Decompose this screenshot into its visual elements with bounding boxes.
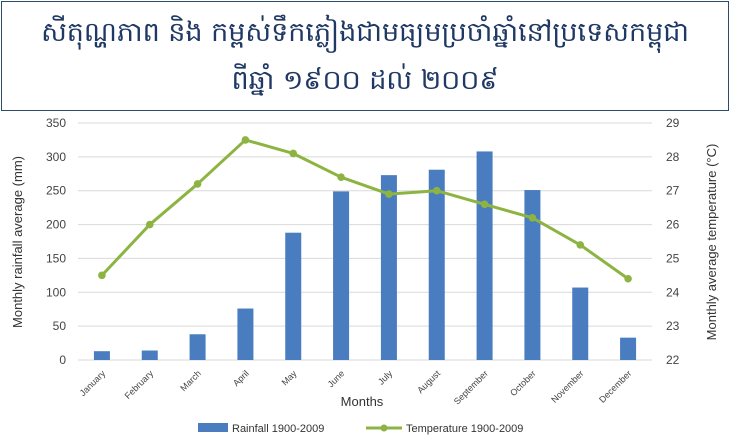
rainfall-bar <box>428 169 445 360</box>
y-axis-label: Monthly rainfall average (mm) <box>10 156 25 328</box>
temperature-point <box>432 186 441 195</box>
legend-rainfall-swatch <box>198 423 228 432</box>
rainfall-bar <box>189 334 206 360</box>
temperature-line <box>98 136 632 283</box>
legend: Rainfall 1900-2009 Temperature 1900-2009 <box>198 423 523 435</box>
x-tick-label: July <box>376 368 395 387</box>
x-tick-label: September <box>452 368 490 406</box>
x-tick-label: November <box>549 368 585 404</box>
x-tick-label: June <box>326 368 347 389</box>
rainfall-bar <box>93 351 110 360</box>
rainfall-bar <box>333 191 350 360</box>
temperature-point <box>241 136 250 144</box>
gridlines <box>78 122 652 361</box>
rainfall-bar <box>476 151 493 360</box>
y2-tick-label: 26 <box>666 218 680 232</box>
chart-title-line-1: សីតុណ្ហភាព និង កម្ពស់ទឹកភ្លៀងជាមធ្យមប្រច… <box>41 17 689 48</box>
temperature-point <box>193 180 202 188</box>
x-tick-label: February <box>123 368 156 401</box>
right-axis-ticks: 22 23 24 25 26 27 28 29 <box>666 116 680 367</box>
x-tick-label: January <box>78 368 108 398</box>
y2-tick-label: 24 <box>666 285 680 299</box>
x-tick-label: May <box>280 368 299 387</box>
y-tick-label: 300 <box>46 150 66 164</box>
temperature-series-line <box>100 138 629 280</box>
temperature-point <box>98 271 106 280</box>
y2-tick-label: 25 <box>666 251 680 265</box>
rainfall-bar <box>620 337 637 360</box>
rainfall-bar <box>572 287 589 360</box>
legend-temperature-marker <box>380 424 388 432</box>
temperature-point <box>145 220 154 229</box>
temperature-point <box>624 274 632 283</box>
y2-tick-label: 23 <box>666 319 680 333</box>
temperature-point <box>289 149 298 158</box>
y-tick-label: 0 <box>59 353 66 367</box>
rainfall-bar <box>285 232 302 360</box>
chart-title-box: សីតុណ្ហភាព និង កម្ពស់ទឹកភ្លៀងជាមធ្យមប្រច… <box>1 1 729 111</box>
y-tick-label: 200 <box>46 218 66 232</box>
temperature-point <box>480 200 489 209</box>
temperature-point <box>576 241 585 249</box>
y-tick-label: 250 <box>46 184 66 198</box>
x-tick-label: August <box>415 368 442 395</box>
x-tick-label: October <box>508 368 538 398</box>
rainfall-bars <box>93 151 637 360</box>
y-tick-label: 50 <box>53 319 67 333</box>
legend-rainfall-label: Rainfall 1900-2009 <box>232 423 324 435</box>
y2-tick-label: 28 <box>666 150 680 164</box>
temperature-point <box>528 214 537 222</box>
y2-axis-label: Monthly average temperature (°C) <box>704 144 719 341</box>
x-tick-label: December <box>597 368 633 404</box>
legend-temperature-label: Temperature 1900-2009 <box>406 423 523 435</box>
rainfall-bar <box>141 350 158 360</box>
rainfall-bar <box>524 190 541 360</box>
left-axis-ticks: 0 50 100 150 200 250 300 350 <box>46 116 66 367</box>
x-axis-label: Months <box>341 394 384 409</box>
y2-tick-label: 29 <box>666 116 680 130</box>
temperature-point <box>337 173 345 181</box>
y-tick-label: 150 <box>46 251 66 265</box>
y-tick-label: 350 <box>46 116 66 130</box>
y2-tick-label: 22 <box>666 353 680 367</box>
chart-title-line-2: ពីឆ្នាំ ១៩០០ ដល់ ២០០៩ <box>231 65 499 96</box>
rainfall-bar <box>380 175 397 360</box>
x-tick-label: March <box>178 368 203 393</box>
rainfall-bar <box>237 308 254 360</box>
y2-tick-label: 27 <box>666 184 680 198</box>
x-tick-label: April <box>231 368 251 388</box>
y-tick-label: 100 <box>46 285 66 299</box>
temperature-point <box>385 190 393 198</box>
